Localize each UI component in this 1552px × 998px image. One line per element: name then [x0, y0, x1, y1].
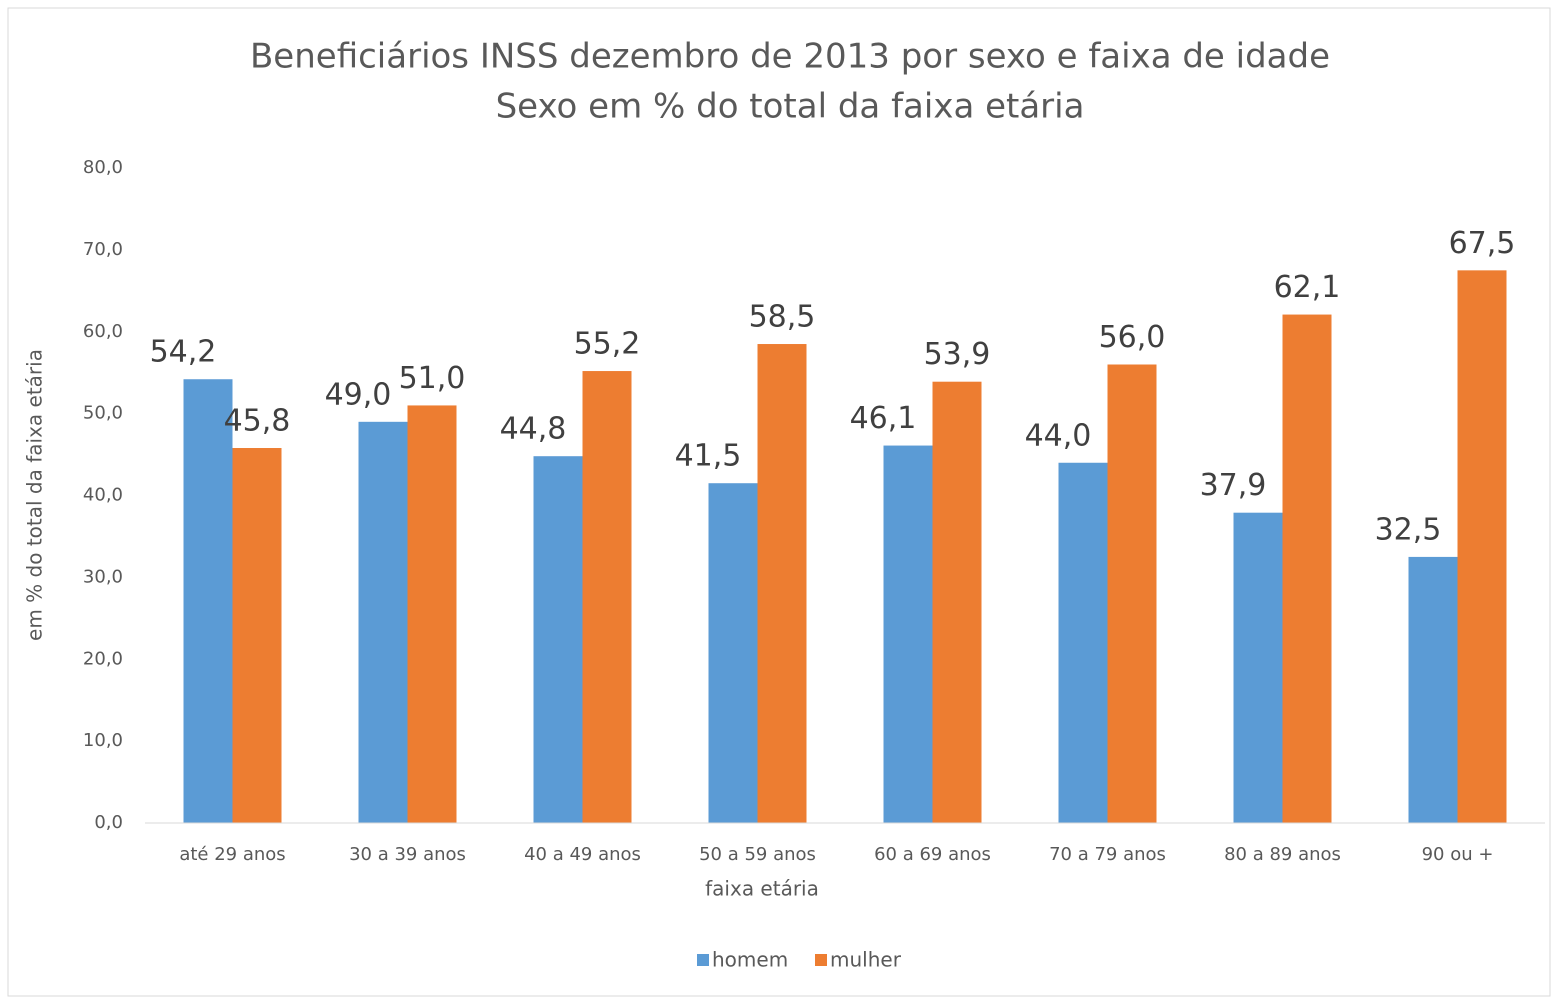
data-label: 67,5 [1449, 226, 1516, 261]
data-label: 44,0 [1025, 418, 1092, 453]
y-tick-label: 60,0 [83, 321, 123, 342]
y-tick-label: 50,0 [83, 403, 123, 424]
data-label: 37,9 [1200, 468, 1267, 503]
data-label: 54,2 [150, 335, 217, 370]
y-axis-title: em % do total da faixa etária [23, 349, 47, 641]
data-label: 53,9 [924, 337, 991, 372]
x-tick-label: 80 a 89 anos [1224, 844, 1341, 865]
legend-swatch [815, 954, 827, 966]
bar [1408, 556, 1458, 823]
legend-label: homem [712, 948, 788, 972]
chart-subtitle: Sexo em % do total da faixa etária [496, 87, 1085, 127]
x-tick-label: 40 a 49 anos [524, 844, 641, 865]
x-axis-title: faixa etária [705, 877, 819, 901]
data-label: 55,2 [574, 327, 641, 362]
data-label: 49,0 [325, 377, 392, 412]
data-label: 46,1 [850, 401, 917, 436]
bar [358, 421, 408, 823]
data-label: 45,8 [224, 404, 291, 439]
bar [1058, 462, 1108, 823]
y-tick-label: 40,0 [83, 485, 123, 506]
data-label: 32,5 [1375, 512, 1442, 547]
bar [183, 379, 233, 823]
bar [533, 456, 583, 823]
data-label: 51,0 [399, 361, 466, 396]
x-tick-label: 30 a 39 anos [349, 844, 466, 865]
data-label: 56,0 [1099, 320, 1166, 355]
y-tick-label: 70,0 [83, 239, 123, 260]
bar [1282, 314, 1332, 823]
x-tick-label: 90 ou + [1422, 844, 1494, 865]
y-tick-label: 0,0 [94, 812, 123, 833]
bar [708, 483, 758, 823]
bar [1233, 512, 1283, 823]
chart-title: Beneficiários INSS dezembro de 2013 por … [250, 37, 1330, 77]
x-tick-label: até 29 anos [179, 844, 285, 865]
x-tick-label: 60 a 69 anos [874, 844, 991, 865]
data-label: 41,5 [675, 439, 742, 474]
bar [883, 445, 933, 823]
bar [1107, 364, 1157, 823]
y-tick-label: 30,0 [83, 566, 123, 587]
y-tick-label: 80,0 [83, 157, 123, 178]
bar [932, 381, 982, 823]
x-tick-label: 50 a 59 anos [699, 844, 816, 865]
data-label: 58,5 [749, 300, 816, 335]
data-label: 62,1 [1274, 270, 1341, 305]
legend-swatch [697, 954, 709, 966]
bar [757, 344, 807, 823]
bar [232, 448, 282, 823]
bar [407, 405, 457, 823]
bar [1457, 270, 1507, 823]
y-tick-label: 20,0 [83, 648, 123, 669]
bar [582, 371, 632, 823]
legend-label: mulher [830, 948, 902, 972]
data-label: 44,8 [500, 412, 567, 447]
y-tick-label: 10,0 [83, 730, 123, 751]
x-tick-label: 70 a 79 anos [1049, 844, 1166, 865]
